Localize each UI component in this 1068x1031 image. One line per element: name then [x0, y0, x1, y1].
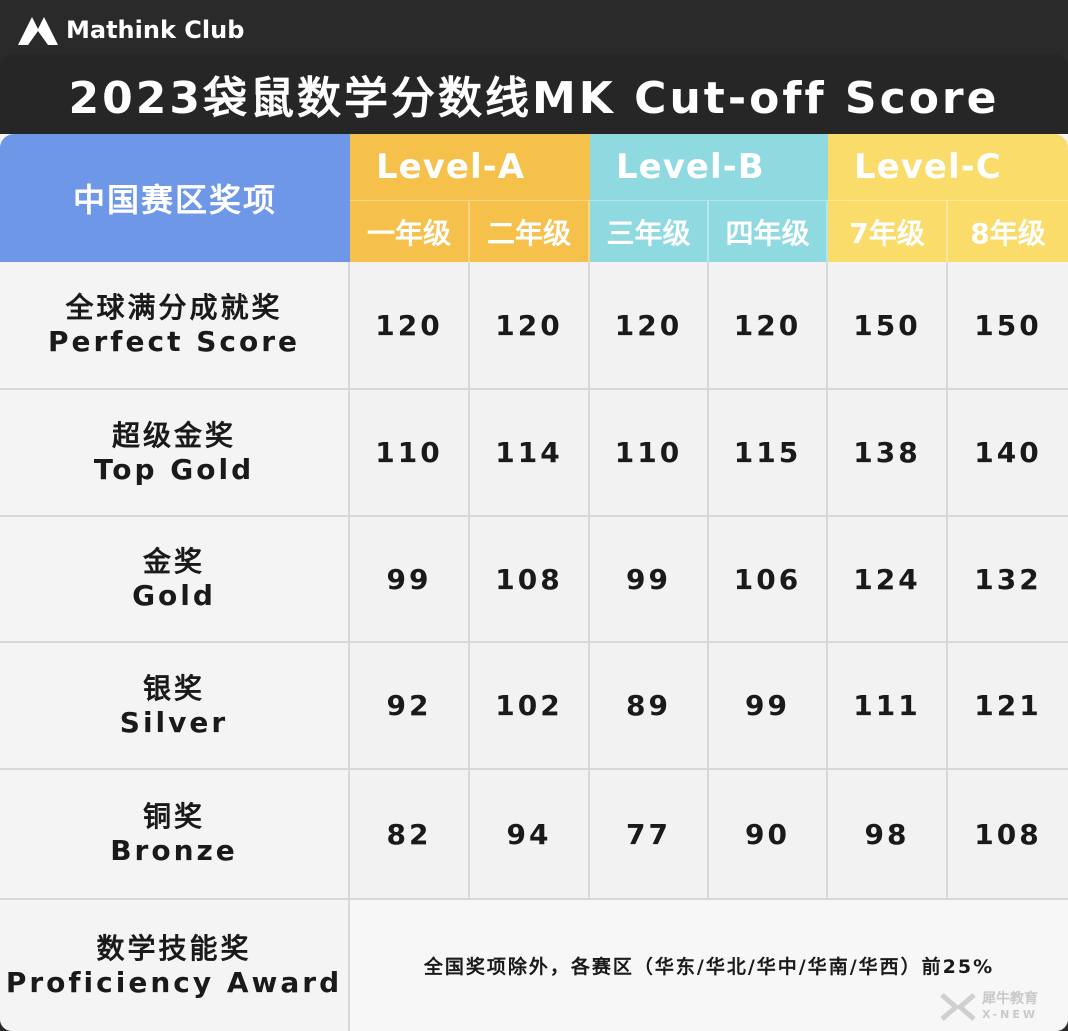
row-label-gold: 金奖 Gold [0, 517, 350, 643]
score-cell: 99 [590, 517, 709, 643]
brand-tab: Mathink Club [0, 0, 245, 60]
score-cell: 89 [590, 643, 709, 770]
score-cell: 121 [948, 643, 1068, 770]
level-c-header: Level-C [828, 134, 1068, 200]
score-cell: 108 [948, 770, 1068, 900]
row-label-bronze: 铜奖 Bronze [0, 770, 350, 900]
row-label-top-gold: 超级金奖 Top Gold [0, 390, 350, 517]
score-cell: 124 [828, 517, 948, 643]
award-name-cn: 金奖 [142, 545, 205, 578]
award-name-en: Bronze [110, 834, 238, 867]
watermark-en: X-NEW [982, 1008, 1039, 1021]
award-name-en: Gold [132, 579, 216, 612]
watermark: 犀牛教育 X-NEW [938, 989, 1058, 1025]
award-name-cn: 全球满分成就奖 [65, 291, 283, 324]
cutoff-table: 中国赛区奖项 Level-A Level-B Level-C 一年级 二年级 三… [0, 134, 1068, 1031]
score-cell: 140 [948, 390, 1068, 517]
score-cell: 110 [590, 390, 709, 517]
award-name-cn: 铜奖 [142, 800, 205, 833]
score-cell: 110 [350, 390, 470, 517]
score-cell: 115 [709, 390, 828, 517]
score-cell: 99 [709, 643, 828, 770]
award-name-cn: 超级金奖 [111, 418, 236, 452]
level-b-header: Level-B [590, 134, 828, 200]
score-cell: 102 [470, 643, 590, 770]
score-cell: 114 [470, 390, 590, 517]
score-cell: 98 [828, 770, 948, 900]
level-c-label: Level-C [854, 147, 1002, 187]
grade-header-7: 7年级 [828, 200, 948, 262]
level-a-header: Level-A [350, 134, 590, 200]
award-name-cn: 数学技能奖 [96, 931, 252, 965]
score-cell: 99 [350, 517, 470, 643]
page-title: 2023袋鼠数学分数线MK Cut-off Score [0, 54, 1068, 134]
score-cell: 111 [828, 643, 948, 770]
score-cell: 120 [470, 262, 590, 390]
award-name-en: Top Gold [93, 452, 255, 486]
score-cell: 108 [470, 517, 590, 643]
grade-header-2: 二年级 [470, 200, 590, 262]
row-label-proficiency: 数学技能奖 Proficiency Award [0, 900, 350, 1031]
award-name-en: Proficiency Award [5, 965, 343, 999]
grade-header-8: 8年级 [948, 200, 1068, 262]
score-cell: 77 [590, 770, 709, 900]
score-cell: 82 [350, 770, 470, 900]
xnew-logo-icon [940, 993, 976, 1021]
award-name-en: Perfect Score [47, 325, 301, 358]
mathink-logo-icon [18, 17, 58, 45]
level-a-label: Level-A [376, 147, 526, 187]
award-name-cn: 银奖 [142, 671, 205, 705]
score-cell: 120 [590, 262, 709, 390]
score-cell: 132 [948, 517, 1068, 643]
score-cell: 90 [709, 770, 828, 900]
brand-name: Mathink Club [66, 16, 245, 44]
score-cell: 106 [709, 517, 828, 643]
grade-header-4: 四年级 [709, 200, 828, 262]
score-cell: 120 [709, 262, 828, 390]
score-cell: 138 [828, 390, 948, 517]
score-cell: 150 [948, 262, 1068, 390]
row-label-silver: 银奖 Silver [0, 643, 350, 770]
award-name-en: Silver [119, 705, 229, 739]
score-cell: 150 [828, 262, 948, 390]
award-column-header: 中国赛区奖项 [0, 134, 350, 262]
row-label-perfect-score: 全球满分成就奖 Perfect Score [0, 262, 350, 390]
grade-header-3: 三年级 [590, 200, 709, 262]
score-cell: 92 [350, 643, 470, 770]
score-cell: 94 [470, 770, 590, 900]
score-cell: 120 [350, 262, 470, 390]
watermark-cn: 犀牛教育 [982, 991, 1038, 1007]
proficiency-note: 全国奖项除外，各赛区（华东/华北/华中/华南/华西）前25% [350, 900, 1068, 1031]
level-b-label: Level-B [616, 147, 765, 187]
grade-header-1: 一年级 [350, 200, 470, 262]
